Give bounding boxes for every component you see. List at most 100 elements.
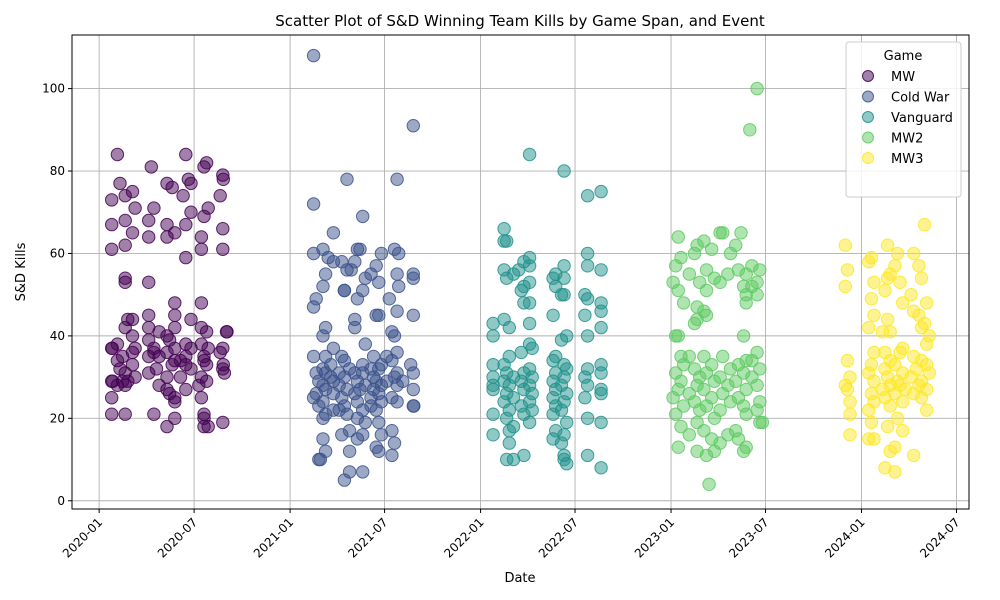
data-point — [316, 329, 330, 343]
data-point — [353, 242, 367, 257]
data-point — [390, 378, 404, 392]
data-point — [184, 176, 198, 191]
legend-entry: Vanguard — [891, 111, 953, 126]
data-point — [118, 407, 132, 421]
data-point — [173, 370, 188, 384]
data-point — [920, 337, 934, 351]
x-tick-label: 2020-01 — [60, 515, 105, 560]
data-point — [880, 419, 895, 434]
data-point — [306, 246, 321, 261]
y-tick-label: 0 — [57, 494, 65, 508]
data-point — [514, 345, 528, 360]
data-point — [893, 345, 907, 360]
data-point — [356, 209, 370, 224]
data-point — [110, 378, 125, 392]
x-tick-label: 2024-07 — [917, 515, 962, 560]
data-point — [105, 407, 119, 421]
data-point — [213, 345, 227, 360]
data-point — [194, 391, 209, 405]
data-point — [350, 292, 365, 306]
x-tick-label: 2023-01 — [632, 515, 677, 560]
data-point — [560, 415, 574, 430]
x-tick-label: 2021-07 — [345, 515, 390, 560]
data-point — [213, 189, 227, 203]
data-point — [753, 263, 767, 277]
data-point — [390, 304, 404, 318]
data-point — [318, 267, 333, 281]
data-point — [739, 382, 753, 397]
data-point — [372, 308, 386, 322]
data-point — [306, 48, 321, 63]
data-point — [147, 201, 161, 215]
data-point — [546, 308, 560, 322]
data-point — [560, 457, 574, 471]
data-point — [497, 222, 511, 236]
data-point — [557, 288, 571, 302]
data-point — [867, 308, 881, 322]
data-point — [356, 465, 370, 479]
data-point — [697, 382, 711, 397]
data-point — [179, 250, 193, 265]
plot-area-frame — [71, 34, 970, 510]
data-point — [917, 217, 932, 232]
data-point — [348, 320, 362, 335]
data-point — [671, 283, 685, 298]
data-point — [669, 259, 683, 273]
data-point — [904, 288, 918, 302]
legend-marker — [862, 70, 874, 82]
data-point — [687, 246, 702, 261]
data-point — [682, 428, 696, 442]
data-point — [557, 271, 571, 285]
data-point — [350, 432, 365, 446]
data-point — [699, 283, 714, 298]
data-point — [594, 263, 608, 277]
data-point — [387, 329, 402, 343]
data-point — [896, 296, 910, 310]
data-point — [580, 411, 595, 425]
data-point — [755, 415, 770, 430]
y-tick-label: 20 — [50, 411, 65, 425]
data-point — [374, 428, 389, 442]
data-point — [486, 407, 500, 421]
data-point — [316, 432, 330, 446]
data-point — [522, 415, 537, 430]
data-point — [743, 123, 757, 137]
data-point — [594, 304, 608, 318]
data-point — [486, 316, 500, 331]
data-point — [366, 349, 381, 364]
data-point — [118, 213, 132, 228]
data-point — [406, 366, 420, 380]
x-axis-label: Date — [504, 571, 535, 586]
data-point — [105, 217, 119, 232]
data-point — [118, 275, 132, 289]
legend-marker — [862, 111, 874, 123]
data-point — [168, 395, 182, 409]
x-tick-label: 2023-07 — [726, 515, 771, 560]
legend-entry: Cold War — [891, 91, 950, 106]
legend-marker — [862, 131, 874, 144]
data-point — [201, 419, 215, 434]
data-point — [387, 436, 402, 450]
data-point — [382, 292, 396, 306]
data-point — [306, 197, 321, 211]
x-tick-label: 2020-07 — [155, 515, 200, 560]
data-point — [344, 263, 358, 277]
data-point — [306, 349, 321, 364]
data-point — [669, 407, 683, 421]
data-point — [578, 391, 592, 405]
data-point — [160, 230, 174, 244]
data-point — [217, 366, 232, 380]
data-point — [113, 176, 127, 191]
data-point — [907, 448, 921, 463]
data-point — [142, 230, 156, 244]
data-point — [883, 399, 897, 413]
data-point — [500, 234, 514, 248]
data-point — [753, 362, 767, 376]
data-point — [554, 333, 569, 347]
data-point — [179, 217, 193, 232]
data-point — [862, 320, 876, 335]
data-point — [750, 81, 764, 96]
data-point — [406, 382, 420, 397]
data-point — [867, 432, 881, 446]
